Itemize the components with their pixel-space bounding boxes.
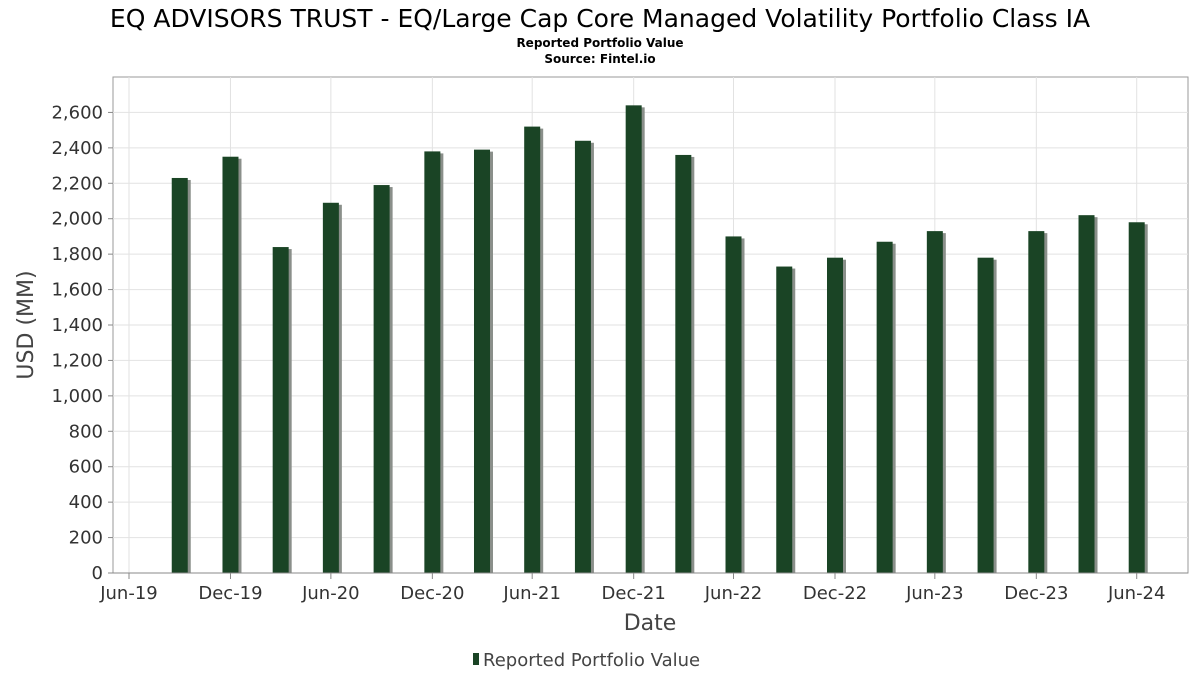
chart-source: Source: Fintel.io: [544, 52, 655, 66]
bar: [675, 154, 692, 573]
bar: [625, 105, 642, 573]
bar: [171, 177, 188, 573]
bar: [574, 140, 591, 573]
bar: [272, 247, 289, 574]
chart-subtitle: Reported Portfolio Value: [516, 36, 683, 50]
y-tick-label: 400: [69, 492, 103, 513]
bar: [977, 257, 994, 573]
legend-label: Reported Portfolio Value: [483, 650, 700, 671]
legend: Reported Portfolio Value: [473, 650, 700, 671]
y-tick-label: 2,600: [51, 102, 103, 123]
y-tick-label: 1,200: [51, 350, 103, 371]
x-tick-label: Dec-19: [198, 583, 262, 604]
y-tick-label: 2,200: [51, 173, 103, 194]
y-axis: 0 200 400 600 800 1,000 1,200 1,400 1,600 1,800 2,…: [51, 102, 113, 584]
y-tick-label: 1,400: [51, 315, 103, 336]
bar: [524, 126, 541, 573]
bar: [1128, 222, 1145, 573]
bar: [424, 151, 441, 573]
x-tick-label: Jun-20: [301, 583, 360, 604]
y-tick-label: 1,000: [51, 386, 103, 407]
y-tick-label: 0: [92, 563, 103, 584]
bar: [826, 257, 843, 573]
x-tick-label: Jun-22: [704, 583, 763, 604]
y-tick-label: 2,400: [51, 138, 103, 159]
bar: [876, 241, 893, 573]
bar: [926, 231, 943, 573]
y-tick-label: 800: [69, 421, 103, 442]
chart-title: EQ ADVISORS TRUST - EQ/Large Cap Core Ma…: [110, 4, 1090, 33]
bar: [473, 149, 490, 573]
bar: [222, 156, 239, 573]
x-axis-label: Date: [624, 611, 677, 636]
x-tick-label: Jun-21: [502, 583, 561, 604]
bar: [776, 266, 793, 573]
y-tick-label: 1,600: [51, 280, 103, 301]
x-tick-label: Dec-23: [1004, 583, 1068, 604]
x-axis: Jun-19 Dec-19 Jun-20 Dec-20 Jun-21 Dec-21 Jun-…: [99, 573, 1165, 604]
bar: [725, 236, 742, 573]
bar: [1028, 231, 1045, 573]
bar: [322, 202, 339, 573]
x-tick-label: Dec-21: [602, 583, 666, 604]
x-tick-label: Jun-19: [99, 583, 158, 604]
bar: [1078, 215, 1095, 573]
y-axis-label: USD (MM): [14, 270, 39, 379]
bars: [171, 105, 1148, 574]
x-tick-label: Jun-24: [1107, 583, 1166, 604]
x-tick-label: Dec-22: [803, 583, 867, 604]
y-tick-label: 1,800: [51, 244, 103, 265]
x-tick-label: Dec-20: [400, 583, 464, 604]
y-tick-label: 2,000: [51, 209, 103, 230]
x-tick-label: Jun-23: [905, 583, 964, 604]
y-tick-label: 200: [69, 528, 103, 549]
bar: [373, 185, 390, 574]
legend-swatch: [473, 653, 479, 665]
y-tick-label: 600: [69, 457, 103, 478]
